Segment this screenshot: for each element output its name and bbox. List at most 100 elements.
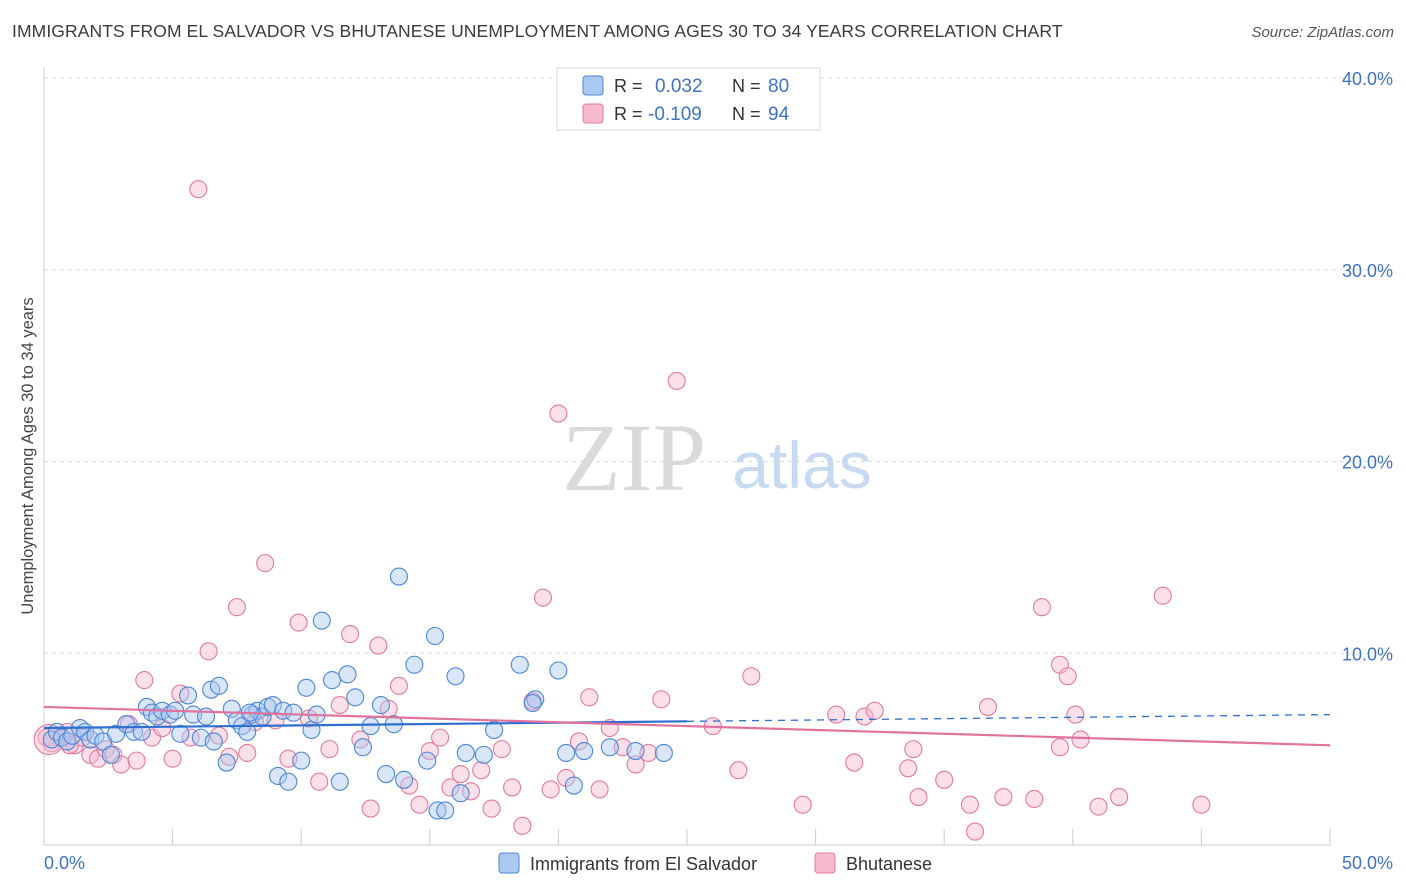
point-el-salvador-58 xyxy=(395,770,414,789)
point-el-salvador-57 xyxy=(389,567,408,586)
trend-lines xyxy=(43,705,1331,747)
point-el-salvador-69 xyxy=(510,655,529,674)
trend-line-el-salvador-extension xyxy=(686,713,1331,722)
point-bhutanese-76 xyxy=(935,770,954,789)
point-el-salvador-51 xyxy=(346,688,365,707)
point-bhutanese-12 xyxy=(135,671,154,690)
point-bhutanese-44 xyxy=(451,765,470,784)
point-bhutanese-81 xyxy=(1025,789,1044,809)
point-el-salvador-28 xyxy=(209,676,228,695)
point-bhutanese-74 xyxy=(904,740,923,759)
x-tick-label-min: 0.0% xyxy=(44,853,85,873)
point-bhutanese-61 xyxy=(626,755,645,774)
point-bhutanese-15 xyxy=(163,749,182,768)
point-bhutanese-50 xyxy=(513,816,532,835)
y-tick-label-10: 10.0% xyxy=(1342,644,1393,664)
stats-n-label-el-salvador: N = xyxy=(732,76,761,96)
bottom-legend: Immigrants from El Salvador Bhutanese xyxy=(498,852,932,874)
point-el-salvador-29 xyxy=(217,753,236,772)
point-bhutanese-56 xyxy=(569,732,589,751)
point-el-salvador-49 xyxy=(330,772,349,791)
point-el-salvador-52 xyxy=(353,738,372,757)
point-bhutanese-52 xyxy=(533,588,553,607)
point-bhutanese-53 xyxy=(541,780,560,799)
point-bhutanese-84 xyxy=(1071,730,1090,749)
point-bhutanese-40 xyxy=(410,795,429,814)
point-el-salvador-74 xyxy=(564,776,583,795)
point-el-salvador-62 xyxy=(428,801,447,820)
point-bhutanese-69 xyxy=(827,705,846,724)
legend-label-el-salvador: Immigrants from El Salvador xyxy=(530,854,757,874)
point-el-salvador-63 xyxy=(436,801,455,820)
stats-n-value-el-salvador: 80 xyxy=(768,76,789,97)
point-bhutanese-90 xyxy=(1153,586,1172,605)
point-el-salvador-48 xyxy=(323,671,342,690)
point-bhutanese-57 xyxy=(580,688,599,707)
point-bhutanese-63 xyxy=(652,690,671,709)
point-bhutanese-78 xyxy=(978,697,997,716)
y-tick-label-40: 40.0% xyxy=(1342,69,1393,89)
watermark-atlas: atlas xyxy=(732,428,871,502)
point-bhutanese-36 xyxy=(369,636,388,655)
point-bhutanese-32 xyxy=(330,695,349,715)
point-bhutanese-33 xyxy=(341,625,360,644)
point-bhutanese-31 xyxy=(320,740,339,759)
point-bhutanese-23 xyxy=(238,743,257,763)
point-bhutanese-77 xyxy=(960,795,979,814)
stats-n-value-bhutanese: 94 xyxy=(768,104,790,125)
point-bhutanese-87 xyxy=(1066,705,1085,724)
point-el-salvador-73 xyxy=(557,743,576,763)
point-el-salvador-22 xyxy=(178,686,198,705)
legend-swatch-el-salvador xyxy=(498,852,520,874)
point-bhutanese-42 xyxy=(431,728,450,747)
stats-legend-swatch-el-salvador xyxy=(582,75,604,96)
point-bhutanese-39 xyxy=(400,776,419,795)
point-bhutanese-43 xyxy=(441,778,460,797)
point-el-salvador-59 xyxy=(405,655,424,674)
y-axis-label: Unemployment Among Ages 30 to 34 years xyxy=(19,297,37,614)
point-el-salvador-61 xyxy=(425,626,444,646)
point-el-salvador-78 xyxy=(654,743,673,763)
stats-r-value-el-salvador: 0.032 xyxy=(655,76,703,97)
point-bhutanese-91 xyxy=(1192,795,1211,814)
point-bhutanese-58 xyxy=(590,780,609,799)
trend-line-bhutanese xyxy=(43,705,1331,747)
bhutanese-points xyxy=(33,180,1211,841)
source-label: Source: ZipAtlas.com xyxy=(1251,24,1394,41)
stats-r-label-el-salvador: R = xyxy=(614,76,643,96)
point-bhutanese-18 xyxy=(189,180,208,199)
point-bhutanese-80 xyxy=(994,788,1013,807)
point-el-salvador-60 xyxy=(418,751,437,770)
point-bhutanese-47 xyxy=(482,799,501,818)
stats-n-label-bhutanese: N = xyxy=(732,104,761,124)
x-ticks xyxy=(172,829,1331,845)
point-el-salvador-47 xyxy=(312,611,331,630)
stats-r-value-bhutanese: -0.109 xyxy=(648,104,702,125)
watermark-zip: ZIP xyxy=(562,404,706,511)
point-el-salvador-27 xyxy=(204,732,223,751)
point-bhutanese-19 xyxy=(199,642,218,661)
point-el-salvador-72 xyxy=(549,661,568,680)
point-el-salvador-41 xyxy=(279,772,298,791)
watermark: ZIP atlas xyxy=(562,404,872,511)
point-bhutanese-70 xyxy=(845,753,864,772)
point-el-salvador-66 xyxy=(456,743,475,763)
point-bhutanese-22 xyxy=(227,598,246,617)
point-bhutanese-71 xyxy=(855,707,874,726)
point-bhutanese-67 xyxy=(742,667,761,686)
point-bhutanese-46 xyxy=(472,761,491,780)
legend-swatch-bhutanese xyxy=(814,852,836,874)
point-el-salvador-45 xyxy=(302,720,321,740)
legend-label-bhutanese: Bhutanese xyxy=(846,854,932,874)
point-el-salvador-50 xyxy=(338,665,357,684)
point-bhutanese-16 xyxy=(171,684,190,703)
point-bhutanese-38 xyxy=(389,676,408,695)
point-bhutanese-11 xyxy=(127,751,146,770)
point-bhutanese-54 xyxy=(549,404,568,423)
point-bhutanese-82 xyxy=(1032,598,1051,617)
point-bhutanese-35 xyxy=(361,799,380,818)
y-tick-labels: 10.0% 20.0% 30.0% 40.0% xyxy=(1342,69,1393,664)
point-bhutanese-17 xyxy=(181,728,200,747)
point-bhutanese-88 xyxy=(1089,797,1108,816)
